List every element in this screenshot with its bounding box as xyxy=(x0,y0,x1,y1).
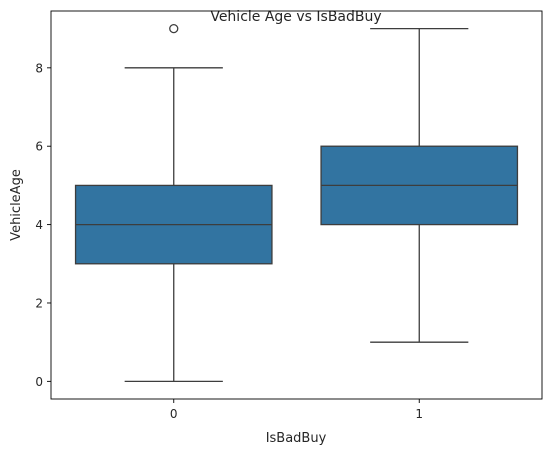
chart-title: Vehicle Age vs IsBadBuy xyxy=(210,9,381,25)
x-tick-label: 0 xyxy=(170,407,178,421)
plot-frame xyxy=(50,10,543,400)
y-tick-label: 6 xyxy=(35,140,43,154)
box-group-0 xyxy=(74,23,273,383)
y-tick-label: 8 xyxy=(35,61,43,75)
box-group-1 xyxy=(320,27,519,343)
y-axis: 0 2 4 6 8 xyxy=(35,61,51,389)
plot-area xyxy=(74,23,519,383)
y-tick-label: 2 xyxy=(35,296,43,310)
outlier-point xyxy=(169,23,179,34)
y-tick-label: 0 xyxy=(35,375,43,389)
y-axis-label: VehicleAge xyxy=(9,169,24,241)
y-tick-label: 4 xyxy=(35,218,43,232)
x-axis-label: IsBadBuy xyxy=(266,431,327,446)
x-tick-label: 1 xyxy=(415,407,423,421)
